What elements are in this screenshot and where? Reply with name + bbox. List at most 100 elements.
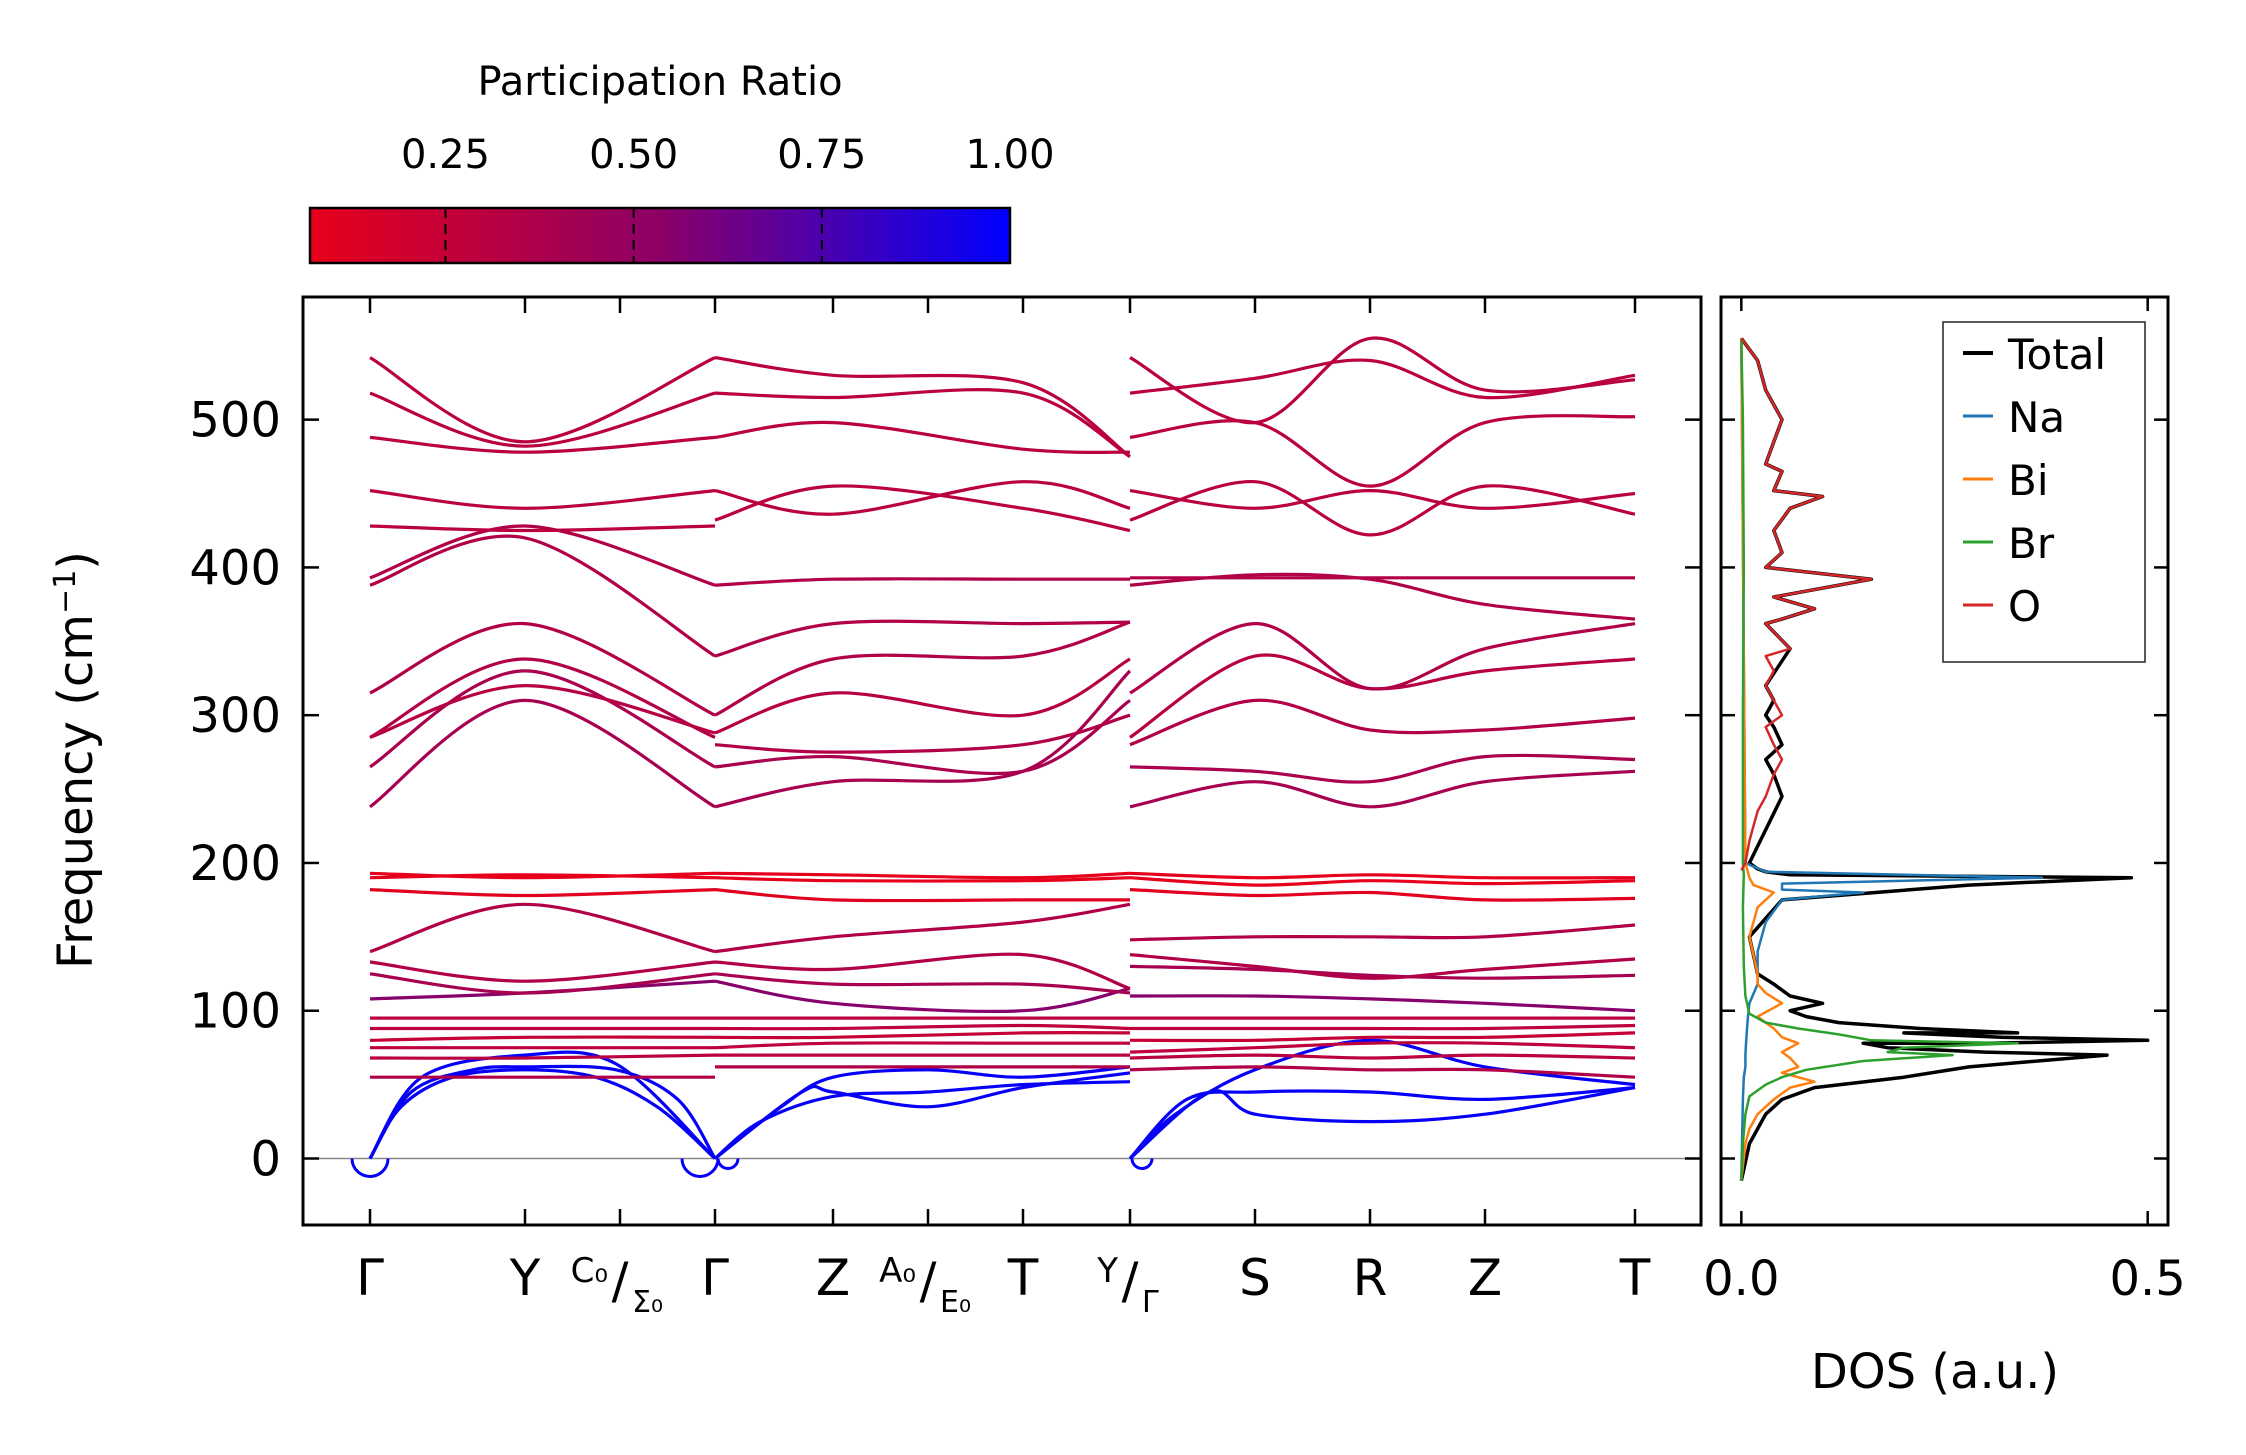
symmetry-label: Γ — [356, 1249, 384, 1307]
band-line — [369, 873, 716, 880]
band-line — [714, 577, 1130, 587]
band-line — [1129, 1065, 1636, 1079]
y-axis-label: Frequency (cm−1) — [48, 551, 105, 969]
band-line — [369, 534, 716, 658]
dos-x-tick-label: 0.0 — [1703, 1251, 1779, 1307]
band-line — [714, 484, 1131, 533]
colorbar-tick-label: 0.75 — [777, 132, 866, 178]
dos-x-tick-label: 0.5 — [2110, 1251, 2186, 1307]
symmetry-label-lower: Γ — [1142, 1285, 1159, 1320]
band-line — [713, 1080, 1131, 1160]
band-line — [369, 1053, 716, 1060]
band-line — [369, 657, 716, 739]
band-line — [369, 435, 716, 454]
y-tick-label: 300 — [189, 688, 281, 744]
phonon-bands — [350, 336, 1636, 1178]
legend-label-bi: Bi — [2008, 456, 2048, 505]
band-line — [1129, 1041, 1636, 1054]
symmetry-label: T — [1619, 1249, 1651, 1307]
band-b16 — [369, 871, 1636, 880]
band-line — [714, 902, 1131, 954]
symmetry-label-slash: / — [1122, 1252, 1139, 1310]
imaginary-mode-dip — [716, 1158, 740, 1170]
band-line — [1129, 414, 1636, 488]
band-line — [369, 902, 716, 954]
dos-panel: 0.0 0.5 DOS (a.u.) Total Na Bi Br O — [1703, 295, 2186, 1400]
band-b14 — [369, 888, 1636, 903]
legend-items: Total Na Bi Br O — [1963, 330, 2106, 631]
band-line — [714, 1023, 1131, 1031]
band-line — [1129, 1053, 1636, 1060]
y-axis-label-sup: −1 — [48, 570, 83, 614]
band-b22 — [369, 534, 1636, 658]
symmetry-label-upper: C₀ — [571, 1251, 608, 1291]
band-b28 — [369, 336, 1636, 458]
band-b15 — [369, 873, 1636, 887]
band-line — [369, 669, 716, 769]
y-tick-label: 200 — [189, 836, 281, 892]
colorbar-gradient — [308, 206, 1012, 265]
band-line — [1128, 1086, 1636, 1160]
band-line — [369, 871, 716, 880]
band-acoustic-3 — [368, 1050, 1636, 1160]
dos-curve-bi — [1740, 338, 1816, 1181]
symmetry-label-slash: / — [920, 1252, 937, 1310]
imaginary-mode-dip — [680, 1158, 720, 1178]
symmetry-label-upper: Y — [1096, 1251, 1118, 1291]
dos-curve-o — [1740, 337, 1873, 872]
colorbar-tick-label: 1.00 — [965, 132, 1054, 178]
band-line — [1129, 572, 1636, 621]
colorbar-tick-label: 0.25 — [401, 132, 490, 178]
band-b20 — [369, 653, 1636, 739]
band-line — [1129, 871, 1636, 880]
band-line — [369, 683, 716, 739]
band-b5 — [369, 1053, 1636, 1060]
legend-label-o: O — [2008, 582, 2041, 631]
symmetry-label-lower: E₀ — [940, 1285, 971, 1320]
band-b24 — [369, 480, 1636, 537]
band-line — [1129, 698, 1636, 747]
band-acoustic-2 — [368, 1064, 1636, 1160]
band-b13 — [369, 902, 1636, 954]
band-b11 — [369, 964, 1636, 995]
imaginary-mode-dip — [350, 1158, 390, 1178]
band-line — [714, 972, 1131, 995]
band-line — [369, 391, 716, 448]
band-b26 — [369, 414, 1636, 488]
symmetry-label: Z — [1468, 1249, 1502, 1307]
band-line — [714, 713, 1131, 754]
band-line — [369, 356, 716, 444]
legend-label-total: Total — [2007, 330, 2106, 379]
symmetry-label: T — [1007, 1249, 1039, 1307]
legend-label-na: Na — [2008, 393, 2065, 442]
y-axis-label-base: Frequency (cm — [48, 614, 104, 969]
band-line — [1129, 488, 1636, 510]
band-b12 — [369, 952, 1636, 991]
dos-x-axis-label: DOS (a.u.) — [1811, 1344, 2059, 1400]
band-b19 — [369, 657, 1636, 754]
band-line — [368, 1050, 717, 1160]
band-line — [369, 1035, 716, 1042]
band-line — [714, 871, 1131, 880]
imaginary-mode-dip — [1130, 1158, 1154, 1170]
band-line — [1129, 1023, 1636, 1031]
band-line — [714, 876, 1131, 883]
band-line — [1129, 769, 1636, 809]
band-b10 — [369, 979, 1636, 1013]
band-line — [714, 1041, 1130, 1050]
band-line — [714, 669, 1132, 809]
dos-panel-frame — [1719, 295, 2170, 1227]
band-b21 — [369, 620, 1636, 717]
band-line — [369, 698, 716, 809]
band-line — [368, 1068, 717, 1160]
band-line — [714, 1071, 1131, 1160]
colorbar: Participation Ratio 0.25 0.50 0.75 1.00 — [308, 59, 1055, 265]
y-tick-label: 500 — [189, 393, 281, 449]
band-panel-frame — [301, 295, 1703, 1227]
band-line — [714, 952, 1131, 991]
band-line — [1129, 888, 1636, 902]
band-b8 — [369, 1023, 1636, 1031]
band-line — [1129, 964, 1636, 980]
dos-legend: Total Na Bi Br O — [1942, 321, 2146, 663]
band-line — [1129, 923, 1636, 942]
